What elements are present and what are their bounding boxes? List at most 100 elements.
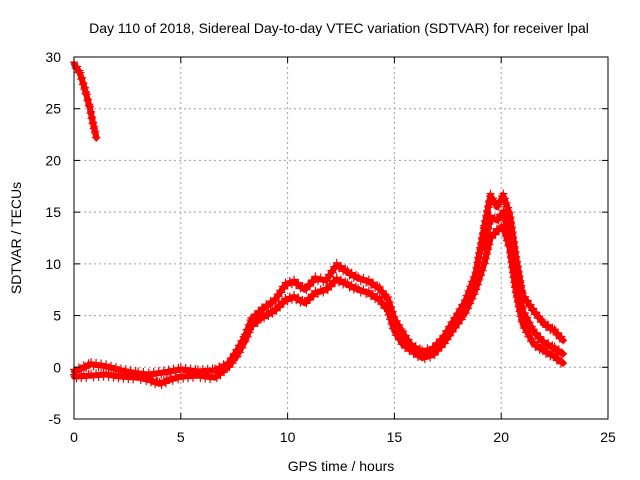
data-point [238,343,247,352]
data-point [411,347,420,356]
data-point [264,312,273,321]
data-point [235,348,244,357]
data-point [227,357,236,366]
data-point [377,300,386,309]
data-point [249,322,258,331]
data-point [139,372,148,381]
data-point [430,350,439,359]
y-tick-label: 20 [45,152,61,168]
data-point [364,275,373,284]
data-point [529,325,538,334]
data-point [550,325,559,334]
data-point [189,373,198,382]
data-point [472,285,481,294]
data-point [223,361,232,370]
data-series [70,58,568,390]
y-tick-label: 25 [45,101,61,117]
data-point [107,361,116,370]
data-point [395,320,404,329]
data-point [82,90,91,99]
data-point [536,332,545,341]
data-point [539,336,548,345]
data-point [489,194,498,203]
data-point [500,210,509,219]
data-point [494,202,503,211]
data-point [102,368,111,377]
data-point [520,308,529,317]
data-point [347,280,356,289]
data-point [347,268,356,277]
data-point [337,261,345,270]
data-point [378,286,387,295]
data-point [157,381,166,390]
data-point [544,338,553,347]
data-point [451,323,460,332]
y-axis-label: SDTVAR / TECUs [8,182,24,294]
chart-title: Day 110 of 2018, Sidereal Day-to-day VTE… [89,20,589,36]
data-point [473,280,482,289]
y-tick-label: 5 [53,308,61,324]
data-point [112,363,121,372]
x-tick-label: 0 [70,429,78,445]
data-point [538,315,547,324]
data-point [455,304,464,313]
data-point [554,345,563,354]
data-point [283,297,292,306]
data-point [272,306,281,315]
data-point [79,78,88,87]
data-point [80,83,89,92]
data-point [398,327,407,336]
data-point [306,282,315,291]
data-point [244,326,253,335]
x-axis-label: GPS time / hours [288,458,395,474]
data-point [107,369,116,378]
data-point [470,290,479,299]
data-point [525,318,534,327]
data-point [499,206,508,215]
data-point [477,264,486,273]
data-point [450,321,459,330]
data-point [464,304,473,313]
data-point [82,373,91,382]
data-point [364,286,373,295]
data-point [500,194,509,203]
data-point [385,297,394,306]
data-point [323,285,332,294]
data-point [420,355,429,364]
data-point [434,347,443,356]
data-point [327,282,336,291]
data-point [112,369,121,378]
data-point [532,328,541,337]
data-point [294,278,303,287]
data-point [492,214,501,223]
data-point [403,341,412,350]
data-point [369,289,378,298]
data-point [290,290,299,299]
x-tick-label: 25 [600,429,616,445]
series-early [70,58,101,142]
data-point [404,335,413,344]
data-point [268,299,277,308]
data-point [448,327,457,336]
data-point [359,273,368,282]
data-point [134,371,143,380]
data-point [393,329,402,338]
data-point [162,370,171,379]
data-point [533,340,542,349]
y-tick-label: 10 [45,256,61,272]
data-point [330,279,339,288]
data-point [559,336,568,345]
data-point [518,304,527,313]
data-point [375,282,384,291]
data-point [314,290,323,299]
data-point [82,364,91,373]
data-point [461,309,470,318]
data-point [456,313,465,322]
data-point [502,198,511,207]
data-point [237,342,246,351]
x-tick-label: 20 [493,429,509,445]
data-point [390,325,399,334]
data-point [316,273,325,282]
